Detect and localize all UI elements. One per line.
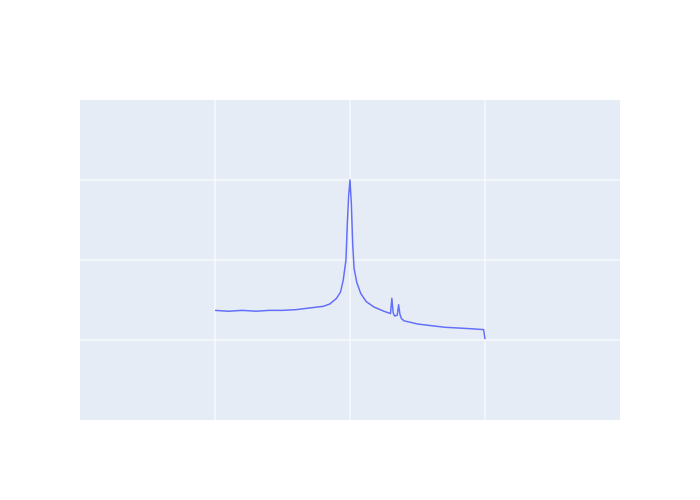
series-layer: [214, 179, 486, 340]
series-line: [214, 179, 486, 340]
